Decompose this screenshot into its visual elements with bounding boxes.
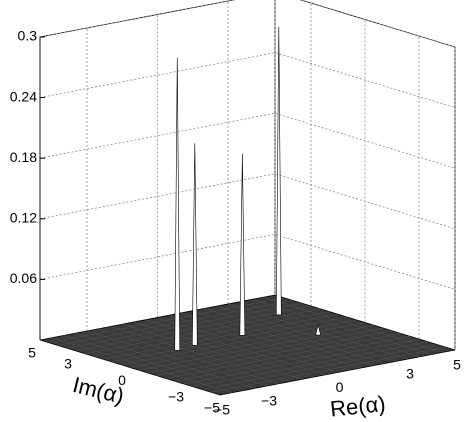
grid-line [39,112,456,169]
x-tick-label: −5 [214,402,230,418]
x-tick-label: −3 [261,393,277,409]
z-tick-label: 0.06 [10,270,37,286]
peak [191,143,198,346]
surface-mesh [216,306,397,362]
surface-mesh [169,315,350,371]
surface-mesh [180,312,362,369]
grid-line [39,0,456,48]
surface-mesh [192,310,373,366]
y-tick-label: −3 [168,389,184,405]
surface-mesh [263,297,444,353]
peak [275,26,282,316]
peak [174,57,181,351]
x-axis-label: Re(α) [329,391,387,422]
y-tick-label: 3 [64,356,72,372]
surface-mesh [239,301,420,357]
y-tick-label: −5 [204,400,220,416]
peak [315,324,322,336]
wall-edge [39,0,456,350]
surface-mesh [93,311,330,357]
z-tick-label: 0.3 [18,28,38,44]
grid-line [39,52,456,108]
x-tick-label: 5 [453,357,461,373]
surface-mesh [102,314,339,360]
surface-mesh [204,308,385,364]
surface-mesh [111,316,348,363]
surface-mesh [129,322,366,368]
x-tick-label: 0 [336,379,344,395]
z-tick-label: 0.24 [10,88,37,104]
surface-mesh [120,319,357,365]
x-tick-label: 3 [406,366,414,382]
surface-mesh [66,303,303,349]
y-tick-label: 0 [118,372,126,388]
y-tick-label: 5 [28,345,36,361]
grid-line [39,173,456,230]
z-tick-label: 0.12 [10,210,37,226]
z-tick-label: 0.18 [10,149,37,165]
surface-mesh [84,308,321,354]
surface-mesh [48,297,285,343]
peak [239,153,246,336]
grid-line [39,233,456,290]
